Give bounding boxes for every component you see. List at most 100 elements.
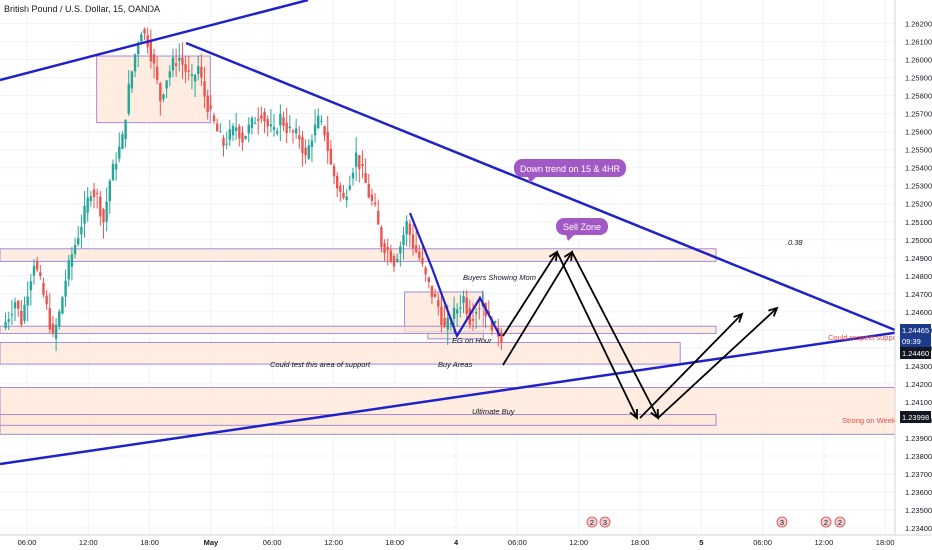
- candle-body: [231, 126, 235, 136]
- event-marker: 2: [586, 516, 598, 528]
- price-tick-label: 1.24600: [905, 308, 932, 317]
- candle-body: [456, 309, 459, 314]
- event-count: 2: [838, 518, 842, 527]
- candle-body: [478, 308, 481, 310]
- time-axis: 06:00 12:00 18:00 May 06:00 12:00 18:00 4 06:00 1…: [0, 516, 932, 550]
- candle-body: [39, 272, 42, 277]
- price-tick-label: 1.25700: [905, 110, 932, 119]
- time-tick-label: 06:00: [508, 538, 527, 547]
- candle-body: [250, 117, 254, 129]
- candle-body: [348, 185, 352, 190]
- price-tick-label: 1.26100: [905, 38, 932, 47]
- zones: [0, 55, 896, 435]
- candle-body: [108, 180, 112, 202]
- time-tick-label: 18:00: [876, 538, 895, 547]
- candle-body: [174, 63, 178, 67]
- ultimate-buy-label: Ultimate Buy: [472, 407, 516, 416]
- candle-body: [32, 265, 36, 276]
- candle-body: [418, 251, 421, 258]
- candle-body: [234, 127, 238, 131]
- candle-body: [165, 80, 168, 89]
- price-tick-label: 1.25900: [905, 74, 932, 83]
- time-tick-label: 12:00: [569, 538, 588, 547]
- annotations: Down trend on 15 & 4HR Sell Zone 0.38 Buyer…: [270, 159, 902, 425]
- candle-body: [269, 124, 273, 127]
- candle-body: [335, 175, 339, 189]
- candle-body: [181, 57, 184, 65]
- sell-zone-label: Sell Zone: [563, 222, 601, 232]
- event-flag-icon: [776, 516, 788, 528]
- candle-body: [238, 126, 241, 139]
- candle-body: [266, 119, 269, 127]
- candle-body: [67, 260, 70, 280]
- candle-body: [70, 254, 74, 267]
- candle-body: [452, 307, 456, 320]
- time-tick-label: 5: [699, 538, 703, 547]
- upper-trendline: [0, 0, 309, 82]
- candle-body: [471, 319, 475, 321]
- price-tick-label: 1.23900: [905, 434, 932, 443]
- candle-body: [301, 137, 304, 154]
- event-marker: 3: [599, 516, 611, 528]
- candle-body: [48, 308, 51, 330]
- price-tick-label: 1.24200: [905, 380, 932, 389]
- candle-body: [4, 321, 7, 329]
- zone-could-test-zone: [0, 341, 681, 365]
- could-test-label: Could test this area of support: [270, 360, 371, 369]
- candle-body: [73, 244, 77, 255]
- candle-body: [351, 172, 355, 179]
- last-price-tag: 1.24465: [902, 326, 929, 335]
- candle-body: [92, 189, 96, 198]
- time-tick-label: 18:00: [140, 538, 159, 547]
- could-respect-label: Could respect support: [828, 333, 902, 342]
- zone-support-line-box: [0, 325, 717, 334]
- candle-body: [298, 135, 301, 140]
- time-tick-label: 06:00: [18, 538, 37, 547]
- zigzag-line: [408, 212, 501, 339]
- arrow-down-1-head: [629, 408, 638, 420]
- candle-body: [121, 134, 124, 149]
- arrow-up-3: [639, 313, 743, 419]
- last-price-tag-bg: [900, 324, 931, 336]
- candle-body: [313, 124, 317, 136]
- candle-body: [42, 283, 45, 295]
- candle-body: [383, 243, 386, 254]
- price-tick-label: 1.23600: [905, 488, 932, 497]
- down-trendline: [185, 41, 901, 334]
- event-count: 2: [824, 518, 828, 527]
- candle-body: [459, 307, 462, 309]
- zone-sell-zone: [0, 248, 717, 262]
- countdown-tag-bg: [900, 335, 931, 347]
- candle-body: [99, 196, 102, 217]
- price-tick-label: 1.25300: [905, 182, 932, 191]
- candle-body: [367, 183, 370, 198]
- down-trend-tag-bg: [514, 159, 626, 177]
- candle-body: [64, 280, 67, 297]
- candle-body: [20, 310, 23, 325]
- candle-body: [487, 310, 490, 314]
- trendlines: [0, 0, 901, 466]
- candle-body: [411, 234, 415, 249]
- candle-body: [51, 323, 55, 334]
- price-tick-label: 1.23700: [905, 470, 932, 479]
- candle-body: [339, 185, 342, 192]
- candle-body: [430, 285, 434, 297]
- candle-body: [102, 209, 105, 223]
- candle-body: [168, 71, 172, 78]
- candle-body: [342, 192, 345, 198]
- candle-body: [272, 127, 276, 130]
- arrow-down-2: [571, 251, 659, 419]
- candle-body: [215, 123, 219, 132]
- price-tick-label: 1.25800: [905, 92, 932, 101]
- candle-body: [320, 120, 323, 122]
- price-tick-label: 1.25600: [905, 128, 932, 137]
- candle-body: [364, 173, 367, 183]
- candle-body: [133, 54, 137, 72]
- price-tick-label: 1.24700: [905, 290, 932, 299]
- candle-body: [114, 163, 118, 170]
- fib-level-label: 0.38: [788, 238, 803, 247]
- candle-body: [111, 163, 115, 181]
- arrow-up-3-head: [733, 312, 744, 323]
- candle-body: [317, 115, 320, 129]
